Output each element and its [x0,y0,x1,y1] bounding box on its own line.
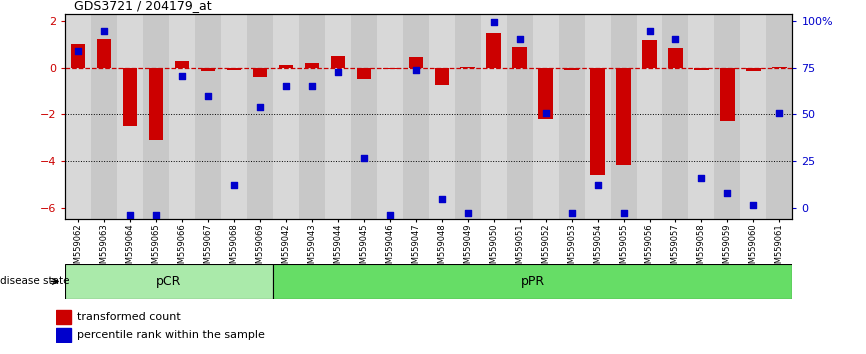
Point [487,19,501,25]
Point [772,110,786,115]
Point [175,73,189,79]
Bar [279,65,293,68]
Bar [585,14,611,219]
Point [71,48,85,54]
Bar [513,47,527,68]
Bar [331,56,345,68]
Bar [273,14,299,219]
Bar [591,68,604,175]
Point [357,155,371,161]
Bar [669,48,682,68]
Point [253,104,267,109]
Text: pPR: pPR [520,275,545,288]
Bar [481,14,507,219]
Bar [721,68,734,121]
Point [565,211,578,216]
Bar [617,68,630,165]
Bar [383,68,397,69]
Bar [65,264,273,299]
Bar [221,14,247,219]
Point [669,36,682,42]
Bar [71,45,85,68]
Text: transformed count: transformed count [77,312,181,322]
Point [201,93,215,99]
Point [409,67,423,73]
Bar [97,39,111,68]
Bar [487,33,501,68]
Point [305,83,319,89]
Text: pCR: pCR [156,275,182,288]
Point [461,211,475,216]
Bar [643,40,656,68]
Bar [377,14,403,219]
Point [123,212,137,218]
Point [746,202,760,208]
Point [513,36,527,42]
Bar [247,14,273,219]
Text: GDS3721 / 204179_at: GDS3721 / 204179_at [74,0,211,12]
Bar [149,68,163,140]
Bar [539,68,553,119]
Bar [201,68,215,71]
Bar [409,57,423,68]
Bar [305,63,319,68]
Bar [429,14,455,219]
Bar [299,14,325,219]
Bar [403,14,429,219]
Bar [91,14,117,219]
Point [279,83,293,89]
Bar [772,67,786,68]
Bar [195,14,221,219]
Point [149,212,163,218]
Bar [65,14,91,219]
Point [617,211,630,216]
Bar [461,67,475,68]
Point [643,28,656,33]
Point [331,69,345,74]
Bar [56,310,71,324]
Text: disease state: disease state [0,276,69,286]
Bar [662,14,688,219]
Point [97,28,111,33]
Bar [714,14,740,219]
Bar [227,68,241,70]
Point [591,182,604,187]
Point [539,110,553,115]
Bar [169,14,195,219]
Point [383,212,397,218]
Bar [766,14,792,219]
Bar [746,68,760,71]
Bar [253,68,267,77]
Point [721,190,734,196]
Bar [357,68,371,80]
Bar [435,68,449,85]
Bar [637,14,662,219]
Bar [559,14,585,219]
Point [435,196,449,202]
Bar [273,264,792,299]
Bar [325,14,351,219]
Bar [117,14,143,219]
Bar [695,68,708,70]
Point [695,176,708,181]
Bar [175,61,189,68]
Bar [56,328,71,342]
Bar [123,68,137,126]
Bar [143,14,169,219]
Bar [688,14,714,219]
Bar [351,14,377,219]
Bar [740,14,766,219]
Text: percentile rank within the sample: percentile rank within the sample [77,330,265,340]
Bar [565,68,578,70]
Bar [611,14,637,219]
Bar [507,14,533,219]
Bar [455,14,481,219]
Point [227,182,241,187]
Bar [533,14,559,219]
